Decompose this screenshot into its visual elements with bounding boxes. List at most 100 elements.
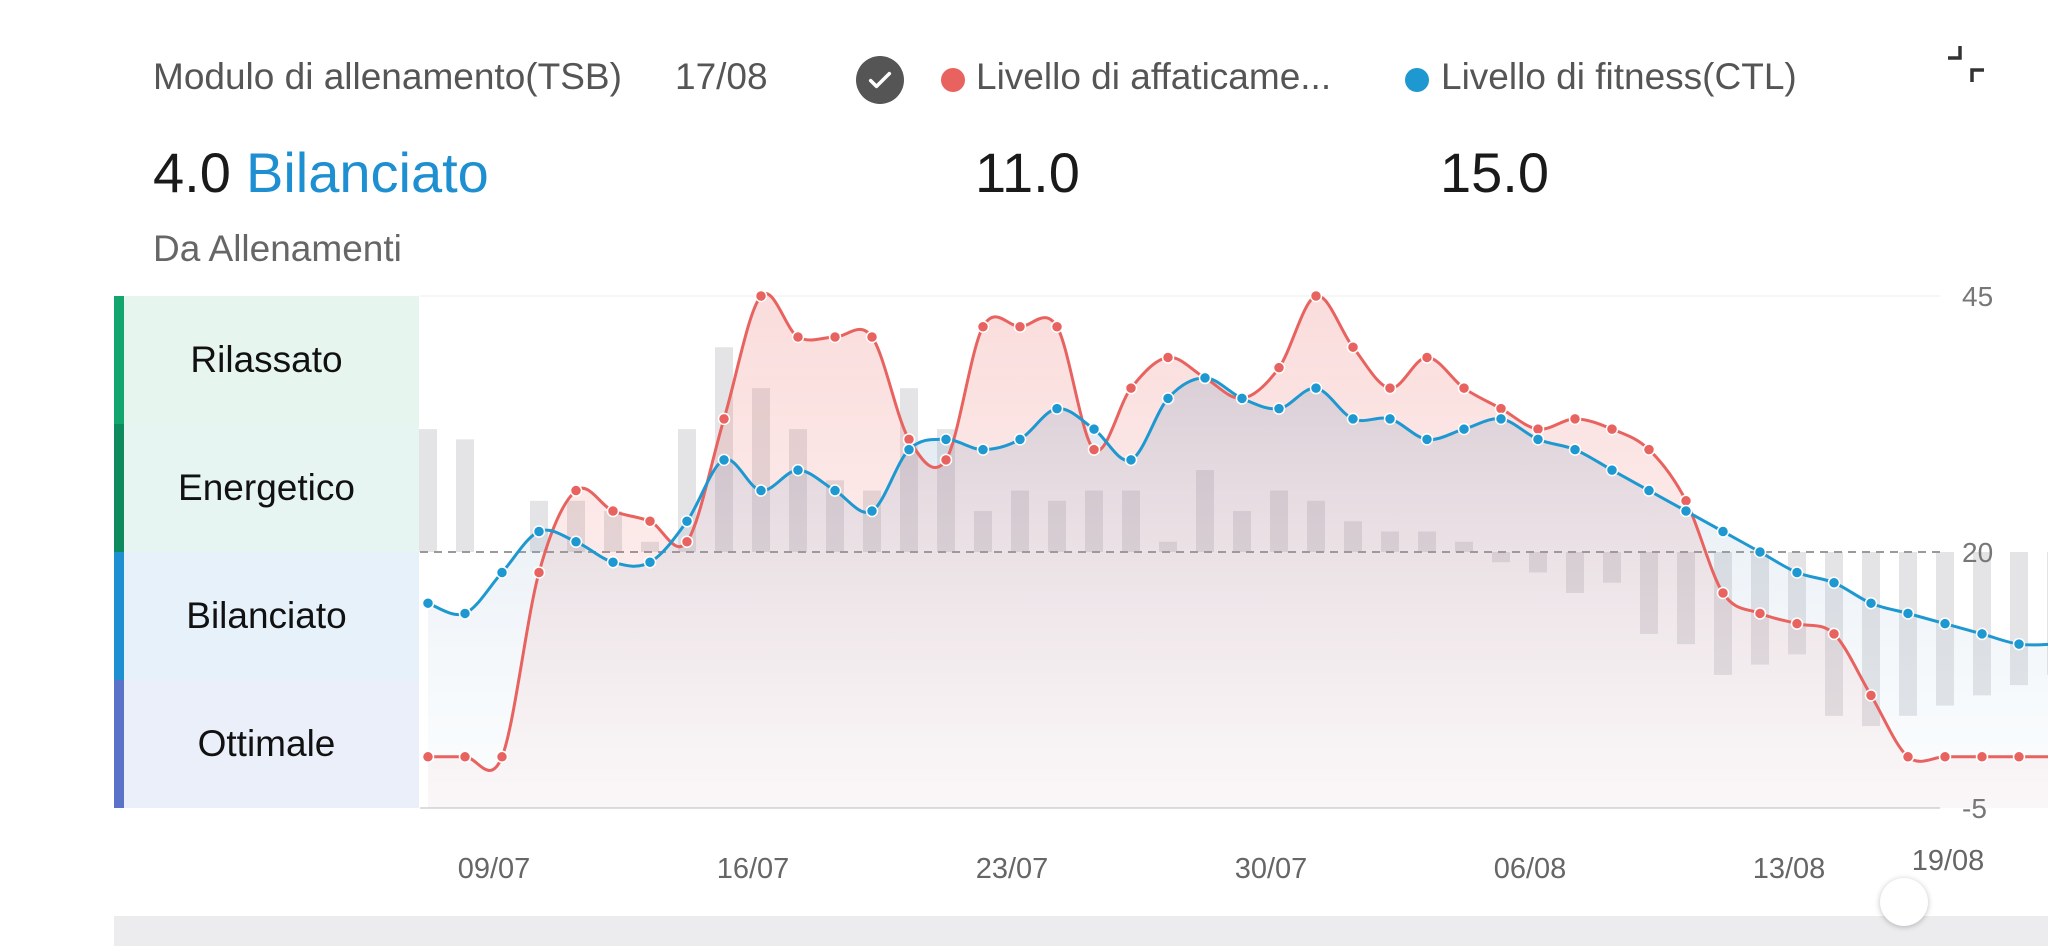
check-circle-icon[interactable] [856, 56, 904, 104]
y-tick-label: 20 [1962, 537, 1993, 568]
ctl-point [680, 515, 694, 528]
ctl-point [1679, 504, 1693, 518]
atl-point [1013, 320, 1027, 333]
x-tick-label: 19/08 [1912, 845, 1985, 877]
atl-point [2012, 750, 2026, 764]
x-tick-label: 16/07 [717, 853, 790, 885]
ctl-value: 15.0 [1440, 141, 1549, 204]
atl-point [1568, 412, 1582, 426]
ctl-point [1013, 433, 1027, 446]
ctl-point [1161, 392, 1175, 405]
atl-point [495, 750, 509, 764]
ctl-point [458, 607, 472, 620]
ctl-point [1235, 392, 1249, 405]
atl-point [1494, 402, 1508, 415]
atl-point [532, 566, 546, 579]
zone-label: Ottimale [197, 723, 336, 764]
tsb-value: 4.0 [153, 141, 231, 204]
ctl-point [1716, 525, 1730, 538]
zone-label: Rilassato [190, 339, 343, 380]
zone-rilassato: Rilassato [114, 296, 419, 424]
collapse-icon[interactable] [1940, 38, 1992, 90]
atl-point [1346, 340, 1360, 354]
atl-point [1864, 689, 1878, 702]
ctl-point [902, 443, 916, 456]
ctl-point [2012, 637, 2026, 651]
atl-point [1420, 351, 1434, 364]
tsb-label: Modulo di allenamento(TSB) [153, 56, 622, 97]
ctl-point [1420, 433, 1434, 446]
ctl-point [1346, 412, 1360, 426]
ctl-point [1087, 422, 1101, 436]
atl-point [1309, 289, 1323, 303]
zone-bilanciato: Bilanciato [114, 552, 419, 680]
atl-point [1087, 443, 1101, 456]
ctl-point [1568, 443, 1582, 456]
atl-point [1124, 381, 1138, 395]
selected-date: 17/08 [675, 56, 768, 97]
ctl-point [1124, 453, 1138, 467]
zone-ottimale: Ottimale [114, 680, 419, 808]
data-source: Da Allenamenti [153, 228, 402, 269]
atl-point [1050, 320, 1064, 333]
ctl-point [1790, 566, 1804, 579]
ctl-point [1198, 371, 1212, 385]
timeline-scrubber-handle[interactable] [1880, 878, 1928, 926]
x-tick-label: 06/08 [1494, 853, 1567, 885]
atl-point [1531, 422, 1545, 436]
atl-point [1457, 381, 1471, 395]
ctl-point [1272, 402, 1286, 415]
atl-point [1975, 750, 1989, 764]
atl-legend-label[interactable]: Livello di affaticame... [976, 56, 1332, 97]
zone-label: Bilanciato [186, 595, 347, 636]
ctl-point [717, 453, 731, 467]
atl-point [828, 330, 842, 344]
y-tick-label: 45 [1962, 281, 1993, 312]
ctl-point [939, 433, 953, 446]
ctl-point [1383, 412, 1397, 426]
atl-point [1679, 494, 1693, 508]
atl-point [939, 453, 953, 467]
ctl-point [1753, 545, 1767, 559]
atl-point [1901, 750, 1915, 764]
zone-color-bar [114, 680, 124, 808]
atl-point [1827, 627, 1841, 641]
ctl-point [865, 504, 879, 518]
atl-point [1383, 381, 1397, 395]
ctl-point [976, 443, 990, 456]
ctl-point [1938, 617, 1952, 630]
atl-point [976, 320, 990, 333]
atl-point [1161, 351, 1175, 364]
ctl-point [828, 484, 842, 497]
load-bar [419, 429, 437, 552]
ctl-point [1975, 627, 1989, 641]
ctl-point [421, 596, 435, 610]
ctl-area [428, 377, 2048, 808]
ctl-point [754, 484, 768, 497]
atl-point [717, 412, 731, 426]
atl-point [1790, 617, 1804, 630]
ctl-point [1901, 607, 1915, 620]
atl-point [1716, 586, 1730, 600]
atl-point [1642, 443, 1656, 456]
atl-point [865, 330, 879, 344]
atl-legend-dot [941, 68, 965, 92]
ctl-point [1309, 381, 1323, 395]
atl-point [902, 433, 916, 446]
ctl-point [791, 463, 805, 477]
atl-point [1605, 422, 1619, 436]
ctl-point [1642, 484, 1656, 497]
zone-color-bar [114, 552, 124, 680]
ctl-point [1864, 596, 1878, 610]
timeline-scrubber-track[interactable] [114, 916, 2048, 946]
ctl-point [606, 555, 620, 569]
ctl-point [1457, 422, 1471, 436]
x-tick-label: 09/07 [458, 853, 531, 885]
zone-color-bar [114, 296, 124, 424]
atl-point [458, 750, 472, 764]
ctl-point [1531, 433, 1545, 446]
ctl-legend-label[interactable]: Livello di fitness(CTL) [1441, 56, 1797, 97]
atl-point [569, 484, 583, 497]
zone-color-bar [114, 424, 124, 552]
